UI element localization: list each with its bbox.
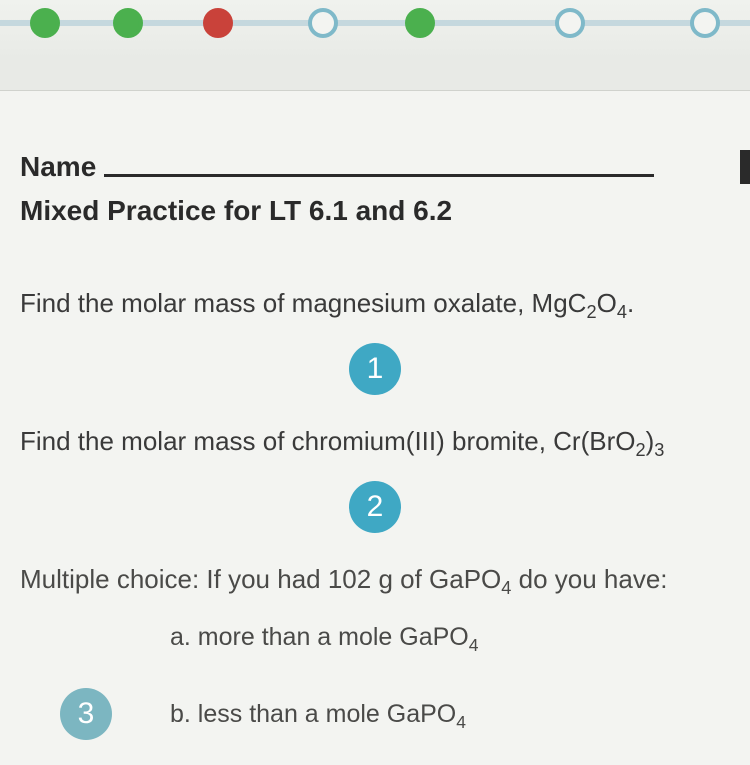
option-a: a. more than a mole GaPO4 — [170, 619, 730, 658]
question-1-text: Find the molar mass of magnesium oxalate… — [20, 287, 730, 325]
question-2-text: Find the molar mass of chromium(III) bro… — [20, 425, 730, 463]
question-2-badge[interactable]: 2 — [349, 481, 401, 533]
question-1-badge[interactable]: 1 — [349, 343, 401, 395]
name-label: Name — [20, 151, 96, 183]
progress-node-4[interactable] — [405, 8, 435, 38]
question-3-text: Multiple choice: If you had 102 g of GaP… — [20, 563, 730, 601]
option-b: b. less than a mole GaPO4 — [170, 658, 730, 735]
name-row: Name — [20, 151, 730, 183]
progress-node-0[interactable] — [30, 8, 60, 38]
progress-node-6[interactable] — [690, 8, 720, 38]
question-3-badge[interactable]: 3 — [60, 688, 112, 740]
worksheet-title: Mixed Practice for LT 6.1 and 6.2 — [20, 195, 730, 227]
question-3: Multiple choice: If you had 102 g of GaP… — [20, 563, 730, 735]
progress-node-2[interactable] — [203, 8, 233, 38]
progress-node-3[interactable] — [308, 8, 338, 38]
progress-bar — [0, 0, 750, 60]
name-underline — [104, 174, 654, 177]
edge-mark — [740, 150, 750, 184]
question-2: Find the molar mass of chromium(III) bro… — [20, 425, 730, 533]
question-3-options: a. more than a mole GaPO4 3 b. less than… — [170, 619, 730, 736]
progress-node-5[interactable] — [555, 8, 585, 38]
question-1: Find the molar mass of magnesium oxalate… — [20, 287, 730, 395]
worksheet-content: Name Mixed Practice for LT 6.1 and 6.2 F… — [0, 90, 750, 765]
progress-node-1[interactable] — [113, 8, 143, 38]
